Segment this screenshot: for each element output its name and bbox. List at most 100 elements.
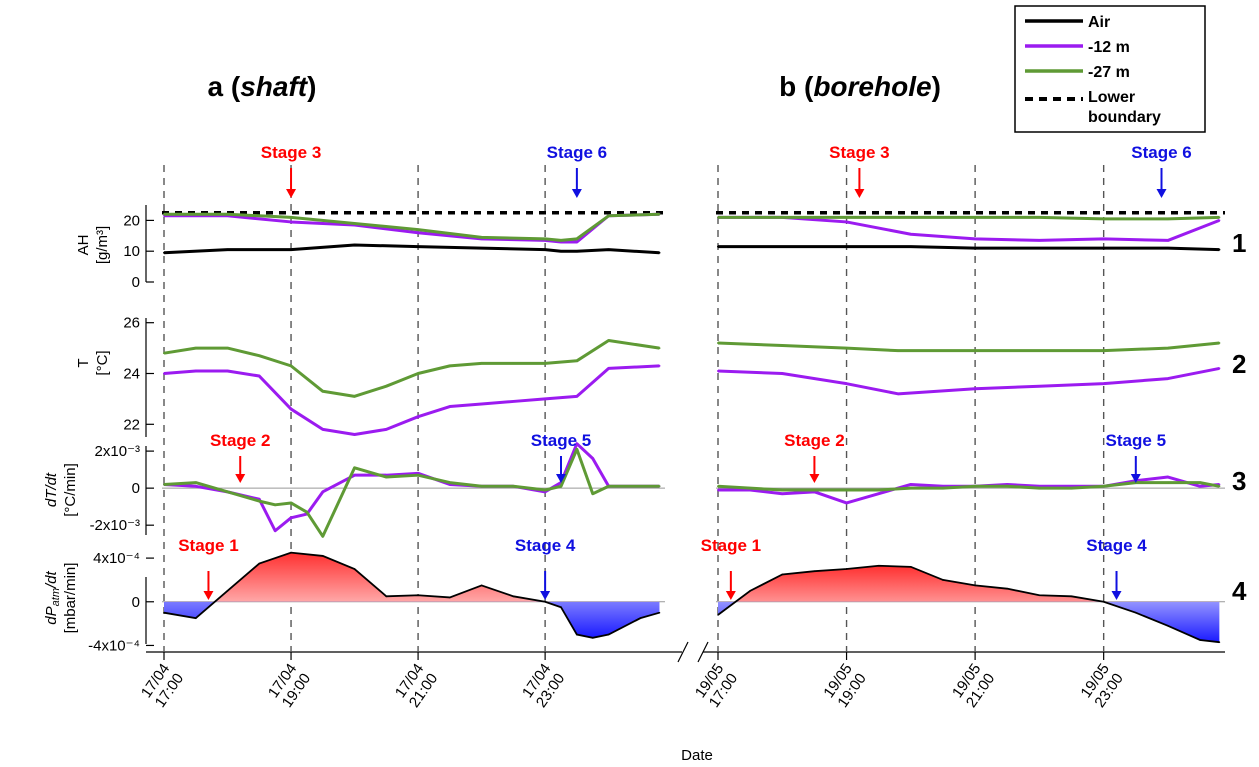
point-27m-b-row3-1 <box>749 487 752 490</box>
point-12m-a-row2-8 <box>417 415 420 418</box>
point-air-a-row1-6 <box>544 248 547 251</box>
point-a-row4-1 <box>194 617 197 619</box>
point-12m-a-row2-4 <box>290 408 293 411</box>
point-a-row4-5 <box>321 555 324 557</box>
point-a-row4-13 <box>560 606 562 609</box>
point-27m-a-row2-5 <box>321 390 324 393</box>
point-27m-a-row1-8 <box>575 237 578 240</box>
series-12m-b-row2 <box>717 366 1220 396</box>
point-27m-b-row1-4 <box>974 216 977 219</box>
point-b-row4-1 <box>749 590 751 592</box>
point-27m-b-row3-0 <box>717 485 719 488</box>
y-tick-label-row4-2: 4x10⁻⁴ <box>93 550 140 567</box>
point-a-row4-18 <box>658 611 661 614</box>
point-27m-b-row2-4 <box>974 349 977 352</box>
area-negative-b-row4 <box>718 601 1220 643</box>
legend-label-air: Air <box>1088 14 1110 31</box>
point-27m-a-row3-18 <box>607 485 610 488</box>
point-27m-b-row3-7 <box>941 487 944 490</box>
series-air-b-row1 <box>718 245 1220 252</box>
point-air-a-row1-0 <box>163 251 165 254</box>
point-27m-b-row3-5 <box>877 489 880 491</box>
point-27m-b-row3-16 <box>1218 485 1221 488</box>
legend-label-boundary: boundary <box>1088 109 1161 126</box>
point-a-row4-11 <box>512 595 515 598</box>
point-27m-a-row2-4 <box>290 364 293 367</box>
stage-arrow-head-a-2 <box>235 474 246 483</box>
point-12m-a-row1-8 <box>575 240 578 243</box>
point-27m-b-row3-10 <box>1038 487 1041 490</box>
legend-label-12m: -12 m <box>1088 39 1130 56</box>
point-air-a-row1-9 <box>607 248 610 251</box>
stage-label-a-2: Stage 2 <box>210 431 270 450</box>
point-27m-a-row1-0 <box>163 213 165 216</box>
y-tick-label-row4-1: 0 <box>132 594 140 611</box>
series-27m-b-row3 <box>717 481 1220 492</box>
point-a-row4-3 <box>258 562 261 565</box>
stage-arrow-head-a-5 <box>540 591 551 600</box>
ylabel-row2-line2: [°C] <box>94 350 111 375</box>
stage-arrow-head-a-3 <box>555 474 566 483</box>
y-tick-label-row3-0: -2x10⁻³ <box>90 517 140 534</box>
point-27m-a-row2-1 <box>194 347 197 350</box>
series-air-a-row1 <box>163 243 660 255</box>
ylabel-row2-line1: T <box>75 358 92 367</box>
point-b-row4-12 <box>1102 600 1105 603</box>
point-b-row4-9 <box>1006 587 1009 590</box>
point-b-row4-15 <box>1199 639 1201 641</box>
point-a-row4-7 <box>385 595 388 598</box>
point-27m-b-row2-5 <box>1038 349 1041 352</box>
point-27m-a-row1-3 <box>353 222 356 225</box>
point-12m-b-row3-0 <box>717 489 719 491</box>
point-27m-a-row1-2 <box>290 216 293 219</box>
point-12m-b-row1-6 <box>1102 237 1105 240</box>
point-12m-b-row1-4 <box>974 237 977 240</box>
legend: Air -12 m -27 m Lower boundary <box>1014 5 1206 133</box>
point-27m-a-row1-10 <box>658 213 661 216</box>
point-12m-a-row2-3 <box>258 375 261 378</box>
point-27m-b-row1-0 <box>717 216 719 219</box>
point-27m-a-row3-9 <box>385 476 388 479</box>
point-27m-b-row3-6 <box>909 487 912 490</box>
point-27m-a-row3-13 <box>512 485 515 488</box>
x-axis-label: Date <box>681 747 713 764</box>
point-27m-a-row3-1 <box>194 481 197 484</box>
point-27m-a-row3-15 <box>559 485 562 488</box>
point-27m-a-row3-16 <box>575 448 578 451</box>
ylabel-row4-line2: [mbar/min] <box>62 563 79 634</box>
point-b-row4-14 <box>1167 624 1169 627</box>
point-12m-b-row1-7 <box>1166 239 1169 242</box>
y-tick-label-row2-1: 24 <box>123 366 140 383</box>
point-12m-b-row3-6 <box>909 483 912 486</box>
point-12m-b-row2-4 <box>974 387 977 390</box>
point-12m-a-row2-7 <box>385 428 388 431</box>
axis-break-right <box>697 641 709 663</box>
point-a-row4-4 <box>290 551 292 554</box>
point-air-b-row1-0 <box>717 245 719 248</box>
point-12m-b-row1-2 <box>845 220 848 223</box>
point-12m-a-row3-17 <box>591 457 594 460</box>
point-12m-b-row2-6 <box>1102 382 1105 385</box>
point-b-row4-7 <box>942 579 944 581</box>
area-positive-a-row4 <box>214 552 546 602</box>
point-air-b-row1-1 <box>781 245 784 248</box>
point-12m-a-row2-9 <box>448 405 451 408</box>
point-12m-a-row1-4 <box>417 231 420 234</box>
point-27m-b-row1-6 <box>1102 217 1105 220</box>
x-tick-label-b-0: 19/0517:00 <box>692 661 741 711</box>
stage-arrow-head-a-4 <box>203 591 214 600</box>
point-27m-a-row3-2 <box>226 490 229 493</box>
point-27m-a-row1-7 <box>559 239 562 242</box>
point-12m-a-row2-12 <box>544 397 547 400</box>
point-12m-b-row3-14 <box>1166 476 1169 479</box>
point-a-row4-8 <box>417 594 419 597</box>
point-b-row4-6 <box>910 566 912 568</box>
point-b-row4-10 <box>1038 594 1041 597</box>
point-27m-a-row3-19 <box>658 485 661 488</box>
y-tick-label-row1-2: 20 <box>123 212 140 229</box>
x-tick-label-b-1: 19/0519:00 <box>820 661 869 711</box>
point-12m-a-row2-15 <box>658 364 661 367</box>
point-b-row4-16 <box>1218 641 1221 643</box>
point-27m-a-row3-8 <box>353 466 356 469</box>
point-27m-a-row1-6 <box>544 237 547 240</box>
